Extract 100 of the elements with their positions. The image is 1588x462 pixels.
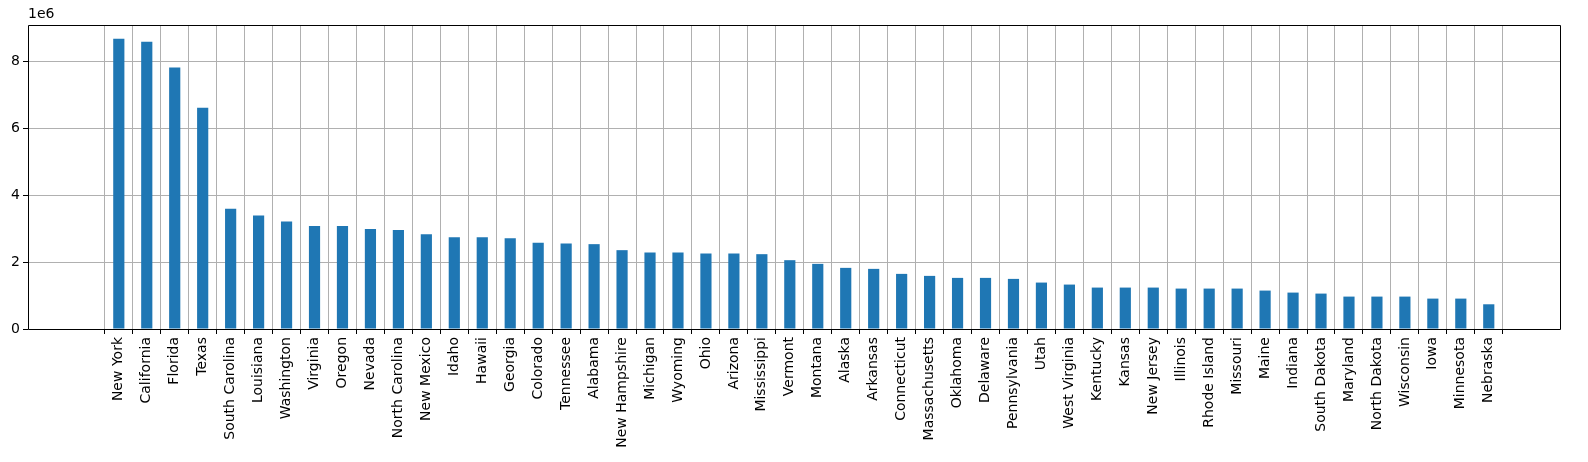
- x-tick-label: Maine: [1255, 337, 1272, 380]
- x-tick-label: Oklahoma: [948, 337, 965, 409]
- x-tick-label: New Hampshire: [612, 337, 629, 448]
- x-tick-label: Connecticut: [892, 336, 909, 421]
- x-tick-label: Nebraska: [1479, 337, 1496, 404]
- x-tick-label: Arizona: [724, 337, 741, 390]
- bar: [476, 237, 488, 329]
- bar: [280, 221, 293, 329]
- x-tick-label: Mississippi: [752, 337, 769, 412]
- bar: [1147, 287, 1159, 329]
- x-tick-label: Florida: [165, 337, 182, 385]
- bar: [1287, 292, 1299, 329]
- x-tick-label: Idaho: [444, 337, 461, 377]
- bar: [364, 229, 377, 329]
- x-tick-label: Indiana: [1283, 337, 1300, 389]
- bar: [560, 243, 572, 329]
- bar: [756, 254, 768, 329]
- x-tick-label: Maryland: [1339, 337, 1356, 402]
- x-tick-label: Rhode Island: [1199, 337, 1216, 428]
- bar: [812, 263, 824, 329]
- y-tick-label: 0: [11, 319, 20, 336]
- x-tick-label: New Mexico: [416, 337, 433, 421]
- bar: [1119, 287, 1131, 329]
- x-tick-label: Missouri: [1227, 337, 1244, 395]
- bar: [1483, 304, 1495, 329]
- bar: [1455, 298, 1467, 329]
- bar: [868, 268, 880, 329]
- bar: [1427, 298, 1439, 329]
- x-tick-label: Pennsylvania: [1004, 337, 1021, 429]
- bar: [1259, 290, 1271, 329]
- bar: [420, 234, 432, 329]
- bar: [979, 277, 992, 329]
- bar: [448, 237, 460, 329]
- x-tick-label: Oregon: [333, 337, 350, 389]
- bar: [951, 277, 964, 329]
- x-tick-label: Alabama: [584, 337, 601, 399]
- bar: [1371, 296, 1383, 329]
- bar: [672, 252, 684, 329]
- bar: [169, 67, 181, 329]
- y-tick-label: 2: [11, 252, 20, 269]
- y-tick-label: 8: [11, 52, 20, 69]
- x-tick-label: Illinois: [1171, 337, 1188, 382]
- bar: [197, 107, 209, 329]
- x-tick-label: South Dakota: [1311, 337, 1328, 432]
- x-tick-label: West Virginia: [1060, 337, 1077, 429]
- x-tick-label: Alaska: [836, 337, 853, 383]
- x-tick-label: Colorado: [528, 337, 545, 400]
- bar: [1231, 288, 1243, 329]
- bar: [532, 242, 544, 329]
- x-tick-label: Michigan: [640, 337, 657, 400]
- bar: [1399, 296, 1411, 329]
- bar: [225, 208, 237, 329]
- bar: [504, 238, 516, 329]
- x-tick-label: Wyoming: [668, 337, 685, 403]
- bar: [728, 253, 740, 329]
- bar: [924, 275, 936, 329]
- x-tick-label: Delaware: [976, 337, 993, 403]
- x-tick-label: Iowa: [1423, 337, 1440, 370]
- x-tick-label: Louisiana: [249, 337, 266, 404]
- bar: [700, 253, 712, 329]
- bar: [1091, 287, 1103, 329]
- x-tick-label: Ohio: [696, 337, 713, 370]
- bar: [896, 273, 908, 329]
- x-tick-label: New York: [109, 336, 126, 402]
- bar: [308, 226, 321, 329]
- x-tick-label: Nevada: [361, 337, 378, 391]
- bar: [253, 215, 265, 329]
- bar: [840, 267, 852, 329]
- x-tick-label: South Carolina: [221, 337, 238, 440]
- bar: [644, 252, 656, 329]
- x-tick-label: Texas: [193, 337, 210, 377]
- bar: [1175, 288, 1187, 329]
- bar: [1203, 288, 1215, 329]
- x-tick-label: California: [137, 337, 154, 404]
- x-tick-label: North Carolina: [389, 337, 406, 439]
- y-tick-label: 4: [11, 186, 21, 203]
- bar: [336, 226, 349, 329]
- bar: [784, 260, 796, 329]
- x-tick-label: Georgia: [500, 337, 517, 392]
- x-tick-label: Wisconsin: [1395, 337, 1412, 407]
- bar: [1315, 293, 1327, 329]
- x-tick-label: North Dakota: [1367, 337, 1384, 431]
- x-tick-label: Vermont: [780, 336, 797, 397]
- x-tick-label: Hawaii: [472, 337, 489, 384]
- bar: [392, 230, 404, 329]
- x-tick-label: Virginia: [305, 337, 322, 390]
- x-tick-label: Utah: [1032, 337, 1049, 371]
- x-tick-label: Tennessee: [556, 337, 573, 411]
- x-tick-label: Washington: [277, 337, 294, 420]
- x-tick-label: Minnesota: [1451, 337, 1468, 410]
- bar: [616, 250, 628, 329]
- x-tick-label: Kansas: [1115, 337, 1132, 387]
- x-tick-label: Arkansas: [864, 337, 881, 401]
- text: 1e6: [28, 4, 55, 21]
- bar: [1035, 282, 1048, 329]
- y-tick-label: 6: [11, 119, 21, 136]
- bar: [588, 244, 600, 329]
- x-tick-label: Kentucky: [1087, 337, 1104, 401]
- bar: [141, 41, 153, 329]
- x-tick-label: Montana: [808, 337, 825, 399]
